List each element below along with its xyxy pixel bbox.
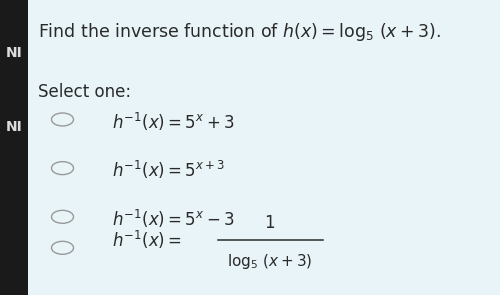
Text: NI: NI: [6, 120, 22, 134]
Text: $1$: $1$: [264, 214, 276, 232]
Text: NI: NI: [6, 46, 22, 60]
Text: $h^{-1}(x)=5^{x+3}$: $h^{-1}(x)=5^{x+3}$: [112, 159, 226, 181]
Text: Select one:: Select one:: [38, 83, 130, 101]
Text: $h^{-1}(x)=5^{x}-3$: $h^{-1}(x)=5^{x}-3$: [112, 208, 235, 230]
Bar: [0, 0, 28, 295]
Text: $h^{-1}(x)=5^{x}+3$: $h^{-1}(x)=5^{x}+3$: [112, 111, 235, 133]
Text: Find the inverse function of $\mathit{h}(x)=\log_{5}\,(x+3).$: Find the inverse function of $\mathit{h}…: [38, 21, 440, 43]
Text: $h^{-1}(x)=$: $h^{-1}(x)=$: [112, 230, 182, 251]
Text: $\log_{5}\,(x+3)$: $\log_{5}\,(x+3)$: [227, 252, 313, 271]
